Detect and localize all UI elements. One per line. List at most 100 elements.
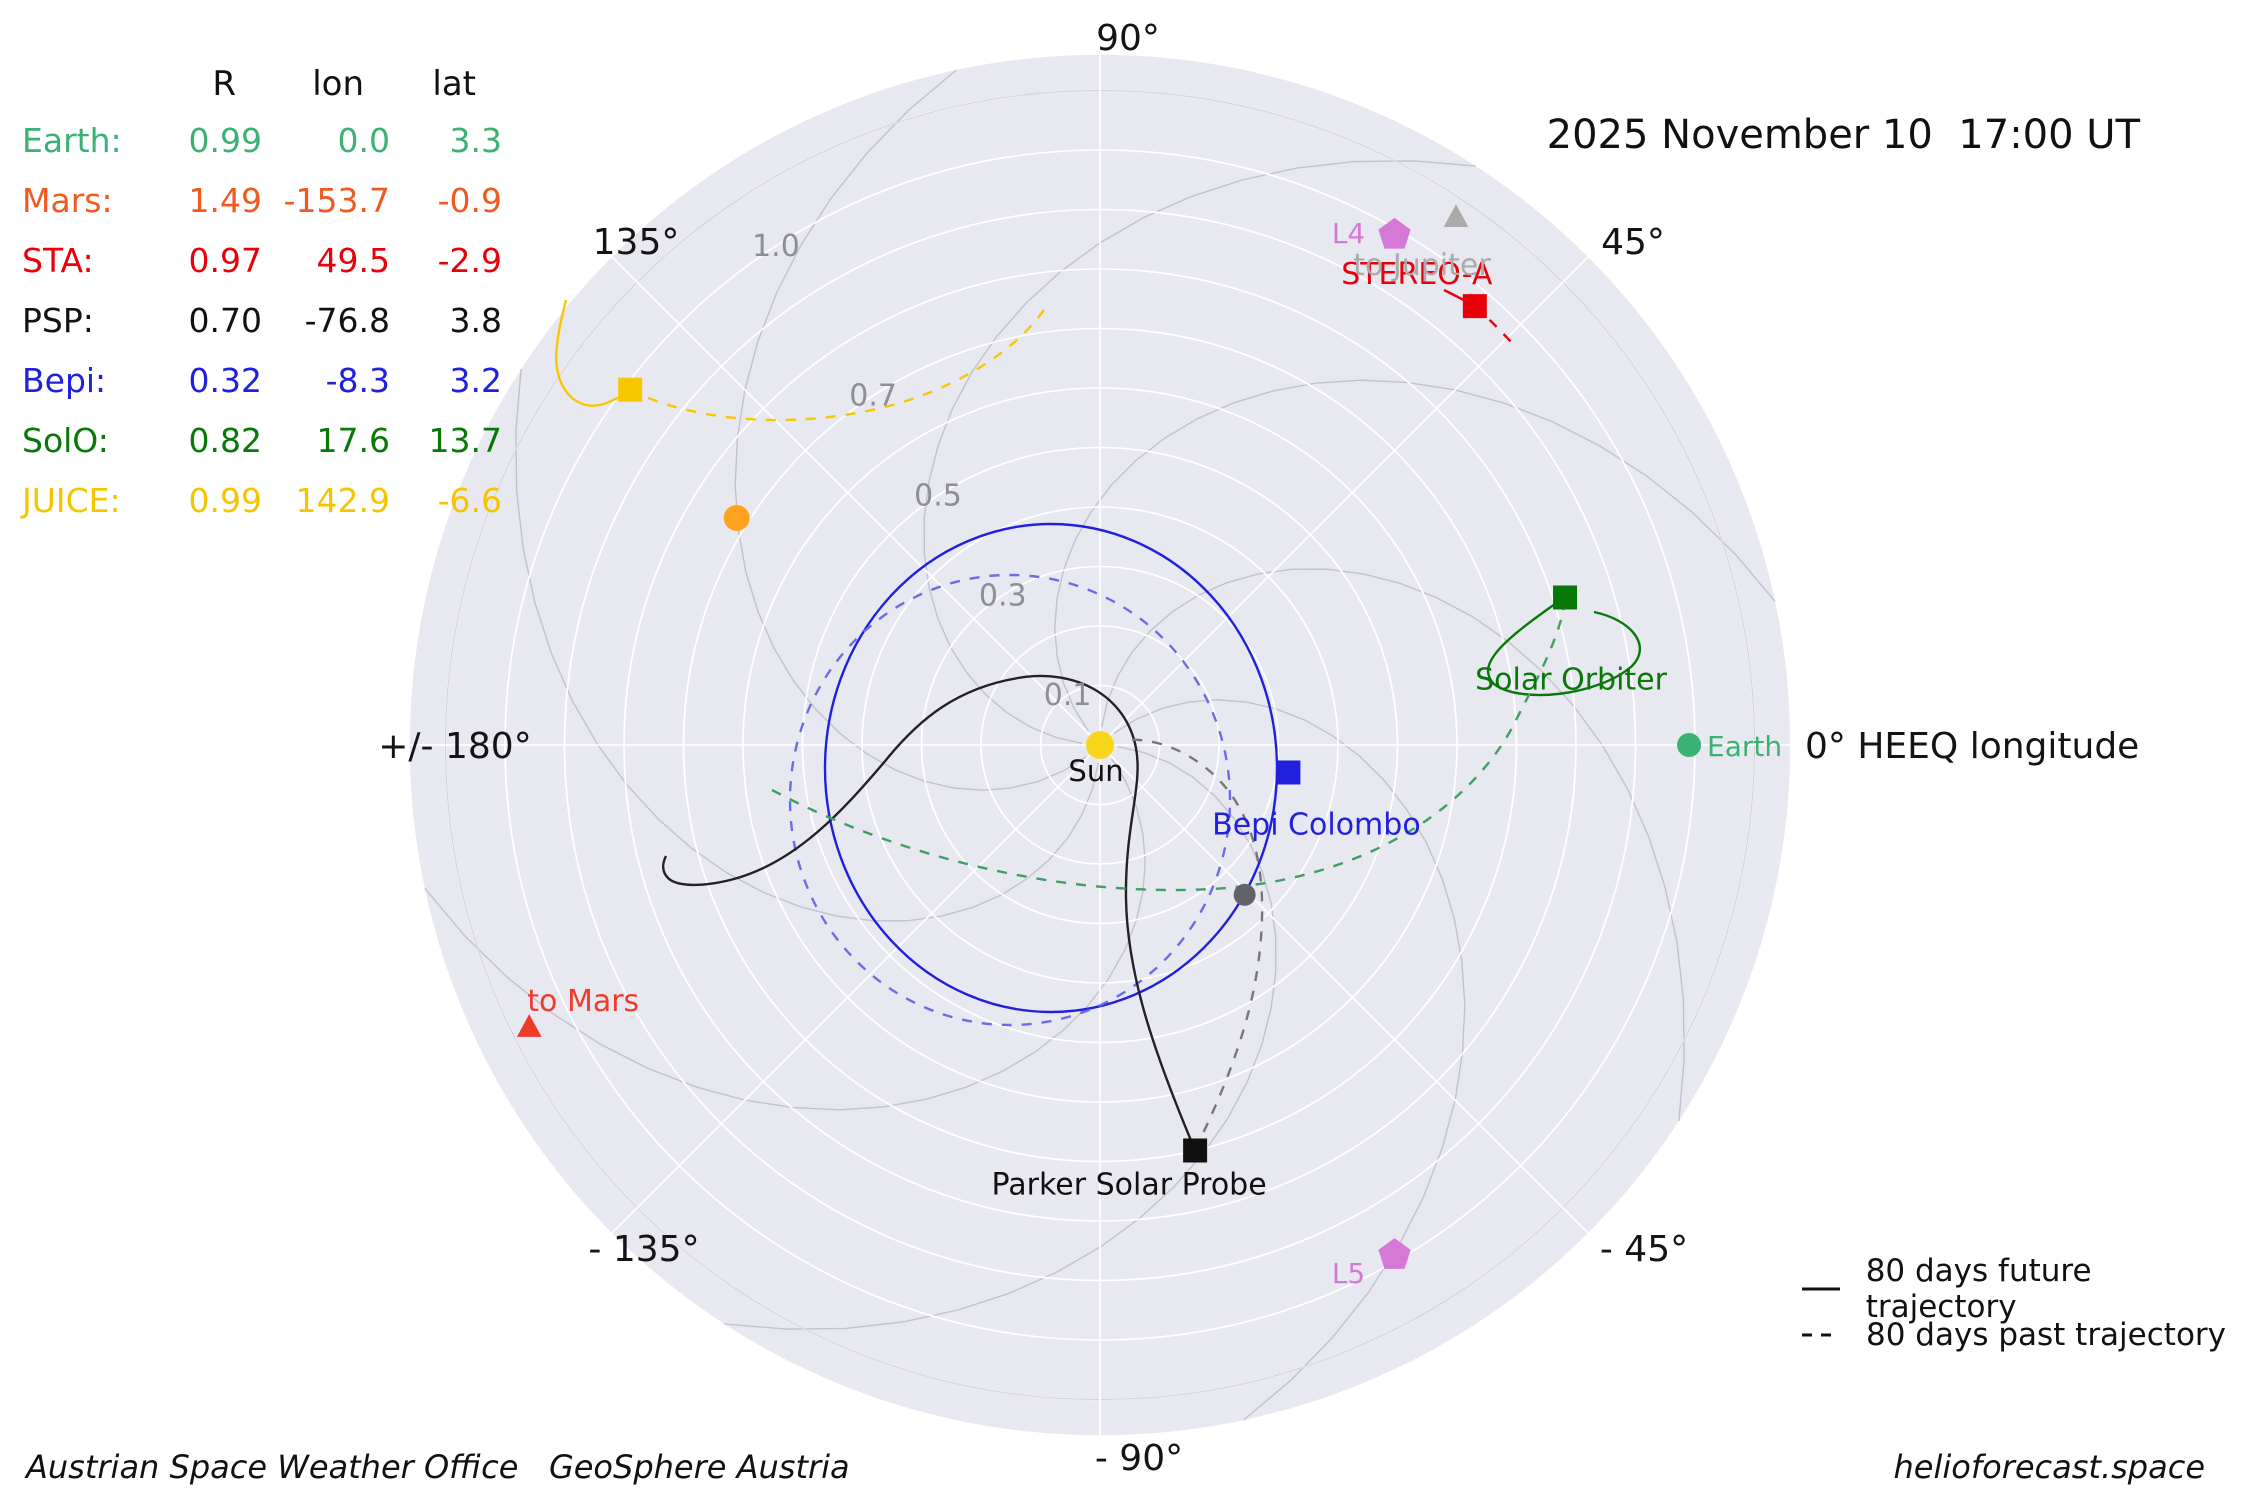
col-header-r: R — [212, 64, 236, 104]
parker-spiral-gridline — [734, 69, 1087, 791]
l4-label: L4 — [1332, 217, 1365, 250]
attribution-left: Austrian Space Weather Office GeoSphere … — [26, 1448, 850, 1486]
legend-future-row: 80 days future trajectory — [1798, 1253, 2250, 1325]
sun-marker — [1086, 731, 1114, 759]
parker-spiral-gridline — [724, 745, 1277, 1330]
parker-spiral-gridline — [1100, 568, 1685, 1121]
table-row-juice: JUICE: 0.99 142.9 -6.6 — [22, 470, 502, 530]
row-label: Bepi: — [22, 360, 107, 400]
angle-label: +/- 180° — [378, 726, 531, 767]
row-label: Earth: — [22, 120, 122, 160]
row-r: 1.49 — [188, 180, 262, 220]
row-r: 0.99 — [188, 120, 262, 160]
datetime-title: 2025 November 10 17:00 UT — [1546, 112, 2140, 158]
radial-tick-label: 0.3 — [979, 578, 1027, 613]
parker-spiral-gridline — [923, 160, 1476, 745]
juice-future-trajectory — [555, 299, 631, 407]
to-jupiter-marker — [1443, 204, 1469, 227]
row-lat: -0.9 — [437, 180, 502, 220]
table-row-sta: STA: 0.97 49.5 -2.9 — [22, 230, 502, 290]
venus-marker — [723, 504, 750, 531]
angular-gridline-spoke — [611, 256, 1101, 746]
angle-label: 45° — [1601, 222, 1665, 263]
radial-tick-label: 0.7 — [849, 379, 897, 414]
legend-future-label: 80 days future trajectory — [1865, 1253, 2092, 1325]
row-r: 0.99 — [188, 480, 262, 520]
row-lat: 3.2 — [449, 360, 502, 400]
table-header-row: R lon lat — [22, 58, 502, 110]
row-lat: 13.7 — [428, 420, 502, 460]
sun-label: Sun — [1068, 754, 1123, 788]
radial-tick-label: 0.5 — [914, 478, 962, 513]
juice-marker — [618, 377, 643, 402]
angle-label: - 135° — [588, 1229, 699, 1270]
radial-tick-label: 1.0 — [752, 229, 800, 264]
parker-spiral-gridline — [515, 369, 1100, 922]
psp-future-trajectory — [662, 674, 1197, 1151]
table-row-solo: SolO: 0.82 17.6 13.7 — [22, 410, 502, 470]
parker-solar-probe-marker — [1183, 1138, 1208, 1163]
trajectory-legend: 80 days future trajectory 80 days past t… — [1798, 1253, 2250, 1358]
to-jupiter-label: to Jupiter — [1353, 248, 1491, 283]
bepi-colombo-marker — [1276, 760, 1301, 785]
radial-tick-label: 0.1 — [1044, 678, 1092, 713]
angle-label: 135° — [593, 222, 680, 263]
angle-label: 90° — [1096, 18, 1160, 59]
row-lon: -8.3 — [325, 360, 390, 400]
row-label: SolO: — [22, 420, 109, 460]
bepi-future-trajectory — [823, 522, 1279, 1014]
bepi-colombo-label: Bepi Colombo — [1212, 807, 1421, 842]
juice-past-trajectory — [629, 303, 1050, 422]
row-lon: -153.7 — [283, 180, 390, 220]
table-row-bepi: Bepi: 0.32 -8.3 3.2 — [22, 350, 502, 410]
parker-spiral-gridline — [424, 758, 1146, 1111]
row-lat: 3.8 — [449, 300, 502, 340]
dashed-line-icon — [1802, 1333, 1840, 1337]
row-lon: -76.8 — [304, 300, 390, 340]
parker-spiral-gridline — [1054, 379, 1776, 732]
row-label: Mars: — [22, 180, 113, 220]
table-row-psp: PSP: 0.70 -76.8 3.8 — [22, 290, 502, 350]
legend-past-row: 80 days past trajectory — [1798, 1312, 2250, 1358]
earth-marker — [1677, 733, 1702, 757]
angular-gridline-spoke — [1099, 744, 1589, 1234]
stereo-a-label: STEREO-A — [1341, 257, 1493, 292]
table-row-earth: Earth: 0.99 0.0 3.3 — [22, 110, 502, 170]
row-label: JUICE: — [22, 480, 121, 520]
mercury-marker — [1233, 883, 1256, 906]
l5-label: L5 — [1332, 1257, 1365, 1290]
row-r: 0.97 — [188, 240, 262, 280]
angular-gridline-spoke — [611, 744, 1101, 1234]
legend-past-label: 80 days past trajectory — [1866, 1317, 2226, 1353]
col-header-lat: lat — [432, 64, 476, 104]
row-lon: 17.6 — [316, 420, 390, 460]
parker-spiral-gridline — [1113, 699, 1466, 1421]
solar-orbiter-marker — [1553, 585, 1578, 610]
solar-orbiter-label: Solar Orbiter — [1475, 662, 1668, 697]
row-lat: -6.6 — [437, 480, 502, 520]
to-mars-label: to Mars — [527, 984, 639, 1019]
row-label: PSP: — [22, 300, 94, 340]
stereo-a-marker — [1462, 294, 1487, 319]
row-lon: 142.9 — [295, 480, 390, 520]
table-row-mars: Mars: 1.49 -153.7 -0.9 — [22, 170, 502, 230]
row-lon: 0.0 — [337, 120, 390, 160]
angle-label: - 90° — [1095, 1438, 1183, 1479]
row-r: 0.70 — [188, 300, 262, 340]
row-lat: 3.3 — [449, 120, 502, 160]
attribution-right: helioforecast.space — [1893, 1448, 2205, 1486]
row-lon: 49.5 — [316, 240, 390, 280]
col-header-lon: lon — [312, 64, 364, 104]
angle-label: 0° HEEQ longitude — [1805, 726, 2139, 767]
l4-marker — [1378, 217, 1411, 249]
solo-past-trajectory — [771, 599, 1567, 892]
parker-solar-probe-label: Parker Solar Probe — [992, 1167, 1267, 1202]
angle-label: - 45° — [1600, 1229, 1688, 1270]
bepi-past-trajectory — [788, 573, 1232, 1027]
earth-label: Earth — [1707, 730, 1782, 763]
ephemeris-table: R lon lat Earth: 0.99 0.0 3.3 Mars: 1.49… — [22, 58, 502, 530]
solo-future-trajectory — [1487, 596, 1641, 697]
l5-marker — [1378, 1238, 1411, 1269]
psp-past-trajectory — [1125, 738, 1264, 1151]
